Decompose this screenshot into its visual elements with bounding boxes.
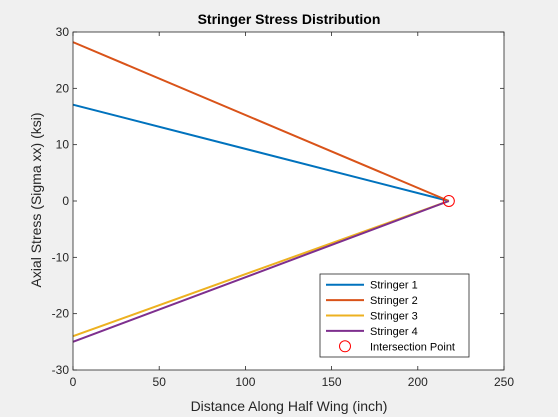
x-tick-label: 100: [235, 375, 255, 389]
legend-swatch-marker: [339, 340, 351, 353]
legend-label: Stringer 1: [370, 280, 418, 292]
axis-ticks: 0 50 100 150 200 250 -30 -20 -10 0 10 20 30: [52, 25, 515, 389]
legend-label: Stringer 3: [370, 311, 418, 323]
intersection-point-marker: [442, 195, 455, 207]
series-line-stringer-2: [72, 41, 450, 202]
legend-label: Intersection Point: [370, 341, 455, 353]
y-tick-label: 30: [56, 25, 70, 39]
y-tick-label: 0: [62, 194, 69, 208]
y-axis-label: Axial Stress (Sigma xx) (ksi): [28, 112, 44, 287]
x-tick-label: 200: [408, 375, 428, 389]
y-tick-label: -20: [52, 307, 70, 321]
legend-entries: Stringer 1 Stringer 2 Stringer 3 Stringer 4…: [326, 280, 455, 353]
x-tick-label: 0: [70, 375, 77, 389]
x-tick-label: 250: [494, 375, 514, 389]
legend: Stringer 1 Stringer 2 Stringer 3 Stringer 4…: [319, 273, 470, 358]
intersection-markers: [442, 195, 455, 207]
y-tick-label: 10: [56, 138, 70, 152]
series-line-stringer-4: [72, 200, 450, 343]
legend-label: Stringer 2: [370, 295, 418, 307]
x-axis-label: Distance Along Half Wing (inch): [191, 398, 388, 414]
x-tick-label: 150: [322, 375, 342, 389]
y-tick-label: 20: [56, 81, 70, 95]
y-tick-label: -30: [52, 363, 70, 377]
x-tick-label: 50: [153, 375, 167, 389]
series-line-stringer-1: [72, 103, 450, 202]
legend-label: Stringer 4: [370, 326, 418, 338]
chart-title: Stringer Stress Distribution: [198, 11, 381, 27]
series-lines: [72, 41, 450, 343]
y-tick-label: -10: [52, 250, 70, 264]
